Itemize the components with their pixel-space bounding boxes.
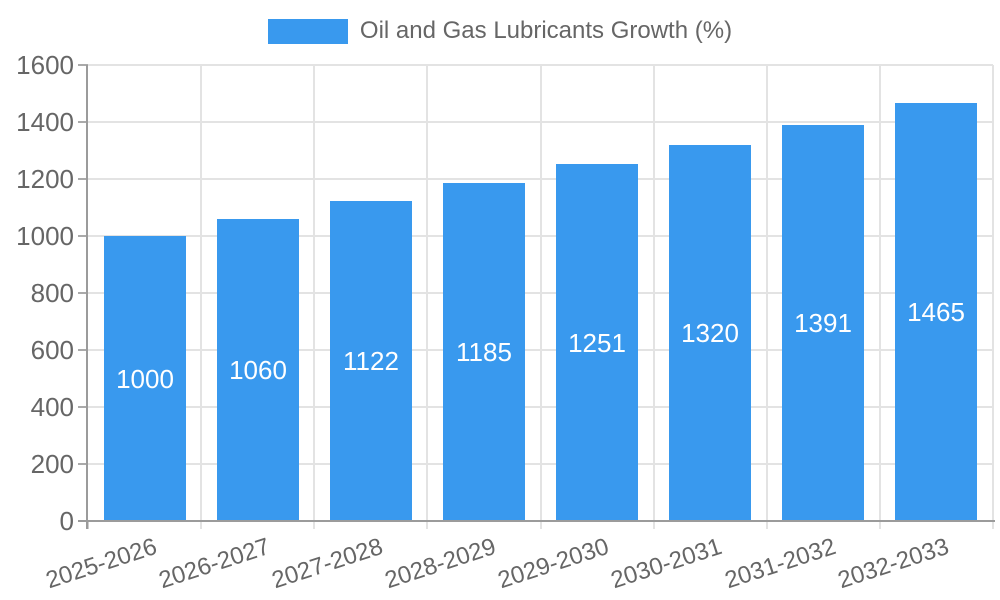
- legend-label: Oil and Gas Lubricants Growth (%): [359, 17, 733, 44]
- bar[interactable]: 1251: [556, 164, 638, 521]
- bar[interactable]: 1391: [782, 125, 864, 521]
- v-gridline: [313, 65, 316, 529]
- y-tick-label: 1200: [16, 164, 74, 194]
- v-gridline: [652, 65, 655, 529]
- bar[interactable]: 1122: [330, 201, 412, 521]
- bar-value-label: 1251: [568, 327, 626, 358]
- h-gridline: [78, 406, 993, 408]
- y-tick-mark: [78, 64, 88, 66]
- y-tick-label: 1400: [16, 107, 74, 137]
- bar-value-label: 1000: [116, 363, 174, 394]
- bar[interactable]: 1320: [669, 145, 751, 521]
- y-tick-mark: [78, 235, 88, 237]
- y-tick-label: 800: [30, 278, 74, 308]
- h-gridline: [78, 463, 993, 465]
- x-tick-mark: [87, 521, 89, 529]
- h-gridline: [78, 178, 993, 180]
- y-tick-label: 0: [59, 506, 74, 536]
- h-gridline: [78, 64, 993, 66]
- x-tick-label: 2029-2030: [494, 533, 613, 595]
- v-gridline: [539, 65, 542, 529]
- y-tick-label: 400: [30, 392, 74, 422]
- v-gridline: [426, 65, 429, 529]
- bar[interactable]: 1465: [895, 103, 977, 521]
- x-tick-label: 2026-2027: [155, 533, 274, 595]
- v-gridline: [200, 65, 203, 529]
- y-tick-mark: [78, 178, 88, 180]
- bar-value-label: 1320: [681, 318, 739, 348]
- x-tick-label: 2031-2032: [721, 533, 839, 595]
- bar[interactable]: 1000: [104, 236, 186, 521]
- x-axis-line: [78, 520, 995, 522]
- v-gridline: [992, 65, 994, 529]
- h-gridline: [78, 349, 993, 351]
- y-tick-mark: [78, 292, 88, 294]
- v-gridline: [878, 65, 881, 529]
- bar-value-label: 1465: [907, 297, 965, 327]
- x-tick-label: 2028-2029: [381, 533, 500, 595]
- y-axis-line: [86, 65, 88, 529]
- bar[interactable]: 1185: [443, 183, 525, 521]
- x-tick-label: 2030-2031: [608, 533, 726, 595]
- y-tick-label: 1600: [16, 50, 74, 80]
- y-tick-label: 200: [30, 449, 74, 479]
- legend[interactable]: Oil and Gas Lubricants Growth (%): [0, 16, 1000, 46]
- x-tick-label: 2032-2033: [834, 533, 952, 595]
- bar-value-label: 1391: [794, 308, 852, 338]
- legend-swatch-icon: [267, 18, 348, 44]
- h-gridline: [78, 292, 993, 294]
- bar-value-label: 1185: [456, 337, 512, 367]
- bar[interactable]: 1060: [217, 219, 299, 521]
- y-tick-mark: [78, 406, 88, 408]
- bar-value-label: 1060: [229, 355, 287, 385]
- x-tick-label: 2027-2028: [268, 533, 387, 595]
- y-tick-mark: [78, 121, 88, 123]
- x-tick-label: 2025-2026: [42, 533, 160, 595]
- y-tick-mark: [78, 349, 88, 351]
- y-tick-mark: [78, 463, 88, 465]
- h-gridline: [78, 235, 993, 237]
- y-tick-label: 600: [30, 335, 74, 365]
- v-gridline: [765, 65, 768, 529]
- y-tick-label: 1000: [16, 221, 74, 251]
- bar-value-label: 1122: [343, 346, 399, 376]
- h-gridline: [78, 121, 993, 123]
